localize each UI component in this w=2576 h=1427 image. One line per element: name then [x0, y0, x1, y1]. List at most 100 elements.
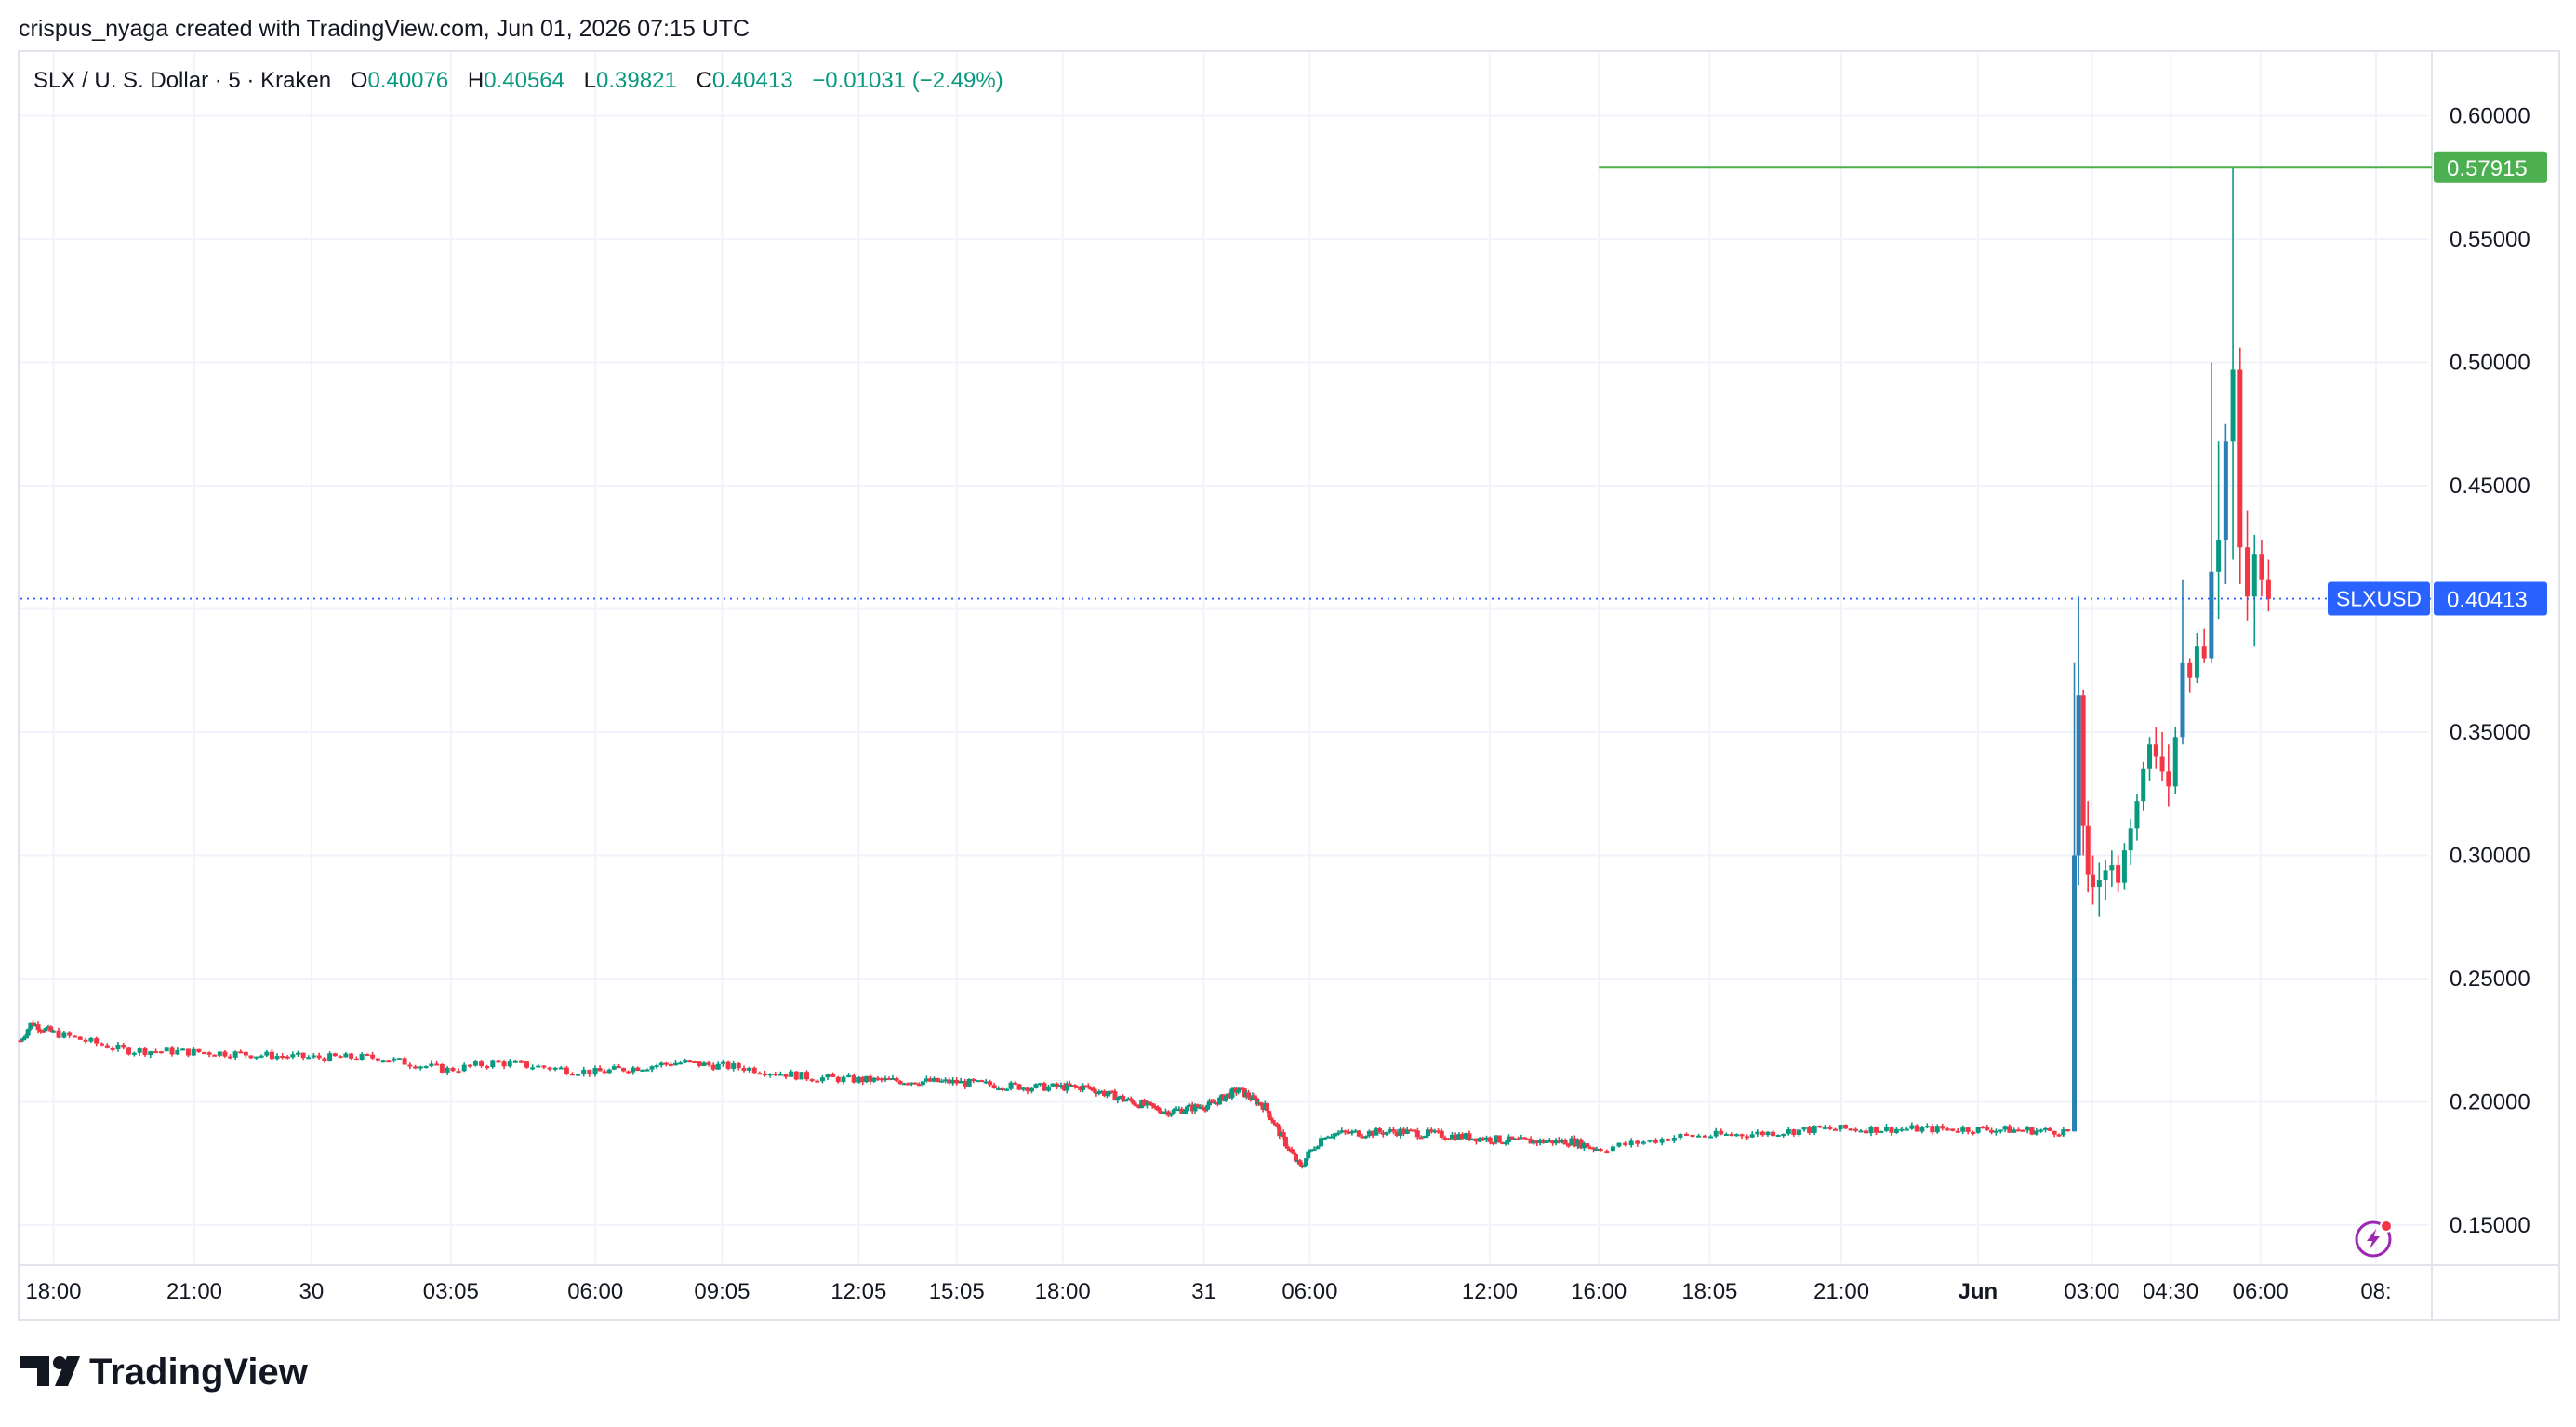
candle[interactable]: [1702, 1134, 1707, 1138]
candle[interactable]: [1198, 1104, 1203, 1110]
candle[interactable]: [558, 1065, 564, 1070]
candle[interactable]: [809, 1078, 815, 1083]
candle[interactable]: [1342, 1129, 1348, 1135]
candle[interactable]: [115, 1042, 121, 1052]
candle[interactable]: [490, 1059, 496, 1069]
candle[interactable]: [1398, 1127, 1403, 1139]
candle[interactable]: [1439, 1128, 1444, 1139]
candle[interactable]: [1879, 1130, 1884, 1133]
candle[interactable]: [1088, 1087, 1094, 1091]
candle[interactable]: [232, 1050, 238, 1060]
candle[interactable]: [883, 1075, 888, 1083]
candle[interactable]: [1924, 1123, 1930, 1129]
candle[interactable]: [1311, 1146, 1317, 1152]
candle[interactable]: [2187, 658, 2193, 693]
candle[interactable]: [88, 1036, 94, 1043]
candle[interactable]: [1509, 1136, 1515, 1141]
candle[interactable]: [536, 1063, 541, 1068]
candle[interactable]: [1541, 1138, 1547, 1144]
candle[interactable]: [868, 1074, 873, 1085]
candle[interactable]: [1919, 1125, 1925, 1134]
candle[interactable]: [1796, 1129, 1801, 1137]
candle[interactable]: [485, 1064, 490, 1070]
candle[interactable]: [370, 1051, 376, 1060]
candle[interactable]: [1585, 1142, 1590, 1148]
candle[interactable]: [512, 1060, 518, 1063]
candle[interactable]: [1512, 1138, 1518, 1140]
candle[interactable]: [316, 1052, 322, 1060]
candle[interactable]: [1353, 1128, 1359, 1133]
candle[interactable]: [429, 1060, 434, 1068]
candle[interactable]: [1025, 1087, 1030, 1095]
candlestick-series[interactable]: [18, 167, 2271, 1169]
candle[interactable]: [327, 1051, 333, 1062]
candle[interactable]: [1033, 1083, 1039, 1089]
candle[interactable]: [2223, 423, 2228, 584]
candle[interactable]: [1481, 1136, 1486, 1141]
candle[interactable]: [1893, 1127, 1899, 1135]
candle[interactable]: [1817, 1125, 1823, 1128]
candle[interactable]: [1061, 1082, 1067, 1092]
candle[interactable]: [1136, 1104, 1142, 1109]
candle[interactable]: [126, 1047, 132, 1056]
candle[interactable]: [1873, 1126, 1879, 1136]
candle[interactable]: [72, 1035, 77, 1038]
candle[interactable]: [988, 1079, 993, 1087]
candle[interactable]: [2047, 1127, 2052, 1132]
candle[interactable]: [50, 1029, 56, 1033]
candle[interactable]: [773, 1071, 778, 1077]
candle[interactable]: [1289, 1146, 1295, 1153]
candle[interactable]: [1801, 1127, 1807, 1132]
candle[interactable]: [1477, 1137, 1482, 1143]
candle[interactable]: [1765, 1131, 1771, 1137]
candle[interactable]: [1270, 1119, 1276, 1124]
candle[interactable]: [1325, 1135, 1331, 1139]
candle[interactable]: [2159, 732, 2165, 781]
candle[interactable]: [1647, 1140, 1653, 1143]
candle[interactable]: [1128, 1096, 1134, 1103]
candle[interactable]: [1182, 1109, 1188, 1114]
candle[interactable]: [783, 1074, 789, 1080]
candle[interactable]: [644, 1068, 650, 1072]
candle[interactable]: [1733, 1133, 1739, 1137]
candle[interactable]: [1930, 1123, 1935, 1136]
candle[interactable]: [456, 1068, 461, 1074]
candle[interactable]: [731, 1060, 737, 1072]
candle[interactable]: [2016, 1127, 2022, 1132]
candle[interactable]: [890, 1074, 896, 1080]
candle[interactable]: [40, 1029, 46, 1034]
candle[interactable]: [285, 1055, 290, 1060]
candle[interactable]: [375, 1058, 380, 1063]
candle[interactable]: [1363, 1135, 1369, 1140]
candle[interactable]: [678, 1061, 684, 1065]
candle[interactable]: [1827, 1125, 1833, 1131]
candle[interactable]: [1560, 1138, 1565, 1144]
candle[interactable]: [2216, 441, 2222, 620]
candle[interactable]: [2166, 744, 2171, 807]
candle[interactable]: [736, 1061, 741, 1071]
candle[interactable]: [1683, 1132, 1689, 1137]
candle[interactable]: [654, 1063, 659, 1070]
candle[interactable]: [1321, 1137, 1327, 1140]
candle[interactable]: [947, 1077, 952, 1086]
candle[interactable]: [1142, 1098, 1148, 1107]
candle[interactable]: [1096, 1089, 1102, 1096]
candle[interactable]: [169, 1046, 175, 1057]
candle[interactable]: [402, 1056, 407, 1065]
candle[interactable]: [649, 1065, 655, 1073]
candle[interactable]: [1575, 1138, 1581, 1150]
candle[interactable]: [110, 1046, 115, 1052]
candle[interactable]: [1223, 1096, 1228, 1102]
candle[interactable]: [2056, 1133, 2062, 1137]
candle[interactable]: [2052, 1130, 2057, 1138]
candle[interactable]: [1463, 1132, 1468, 1140]
candle[interactable]: [581, 1066, 587, 1077]
candle[interactable]: [1187, 1103, 1192, 1107]
candle[interactable]: [1207, 1098, 1213, 1109]
candle[interactable]: [295, 1050, 300, 1057]
candle[interactable]: [1460, 1132, 1466, 1140]
candle[interactable]: [751, 1066, 757, 1074]
candle[interactable]: [1252, 1093, 1257, 1100]
candle[interactable]: [1456, 1132, 1462, 1141]
candle[interactable]: [43, 1027, 48, 1032]
